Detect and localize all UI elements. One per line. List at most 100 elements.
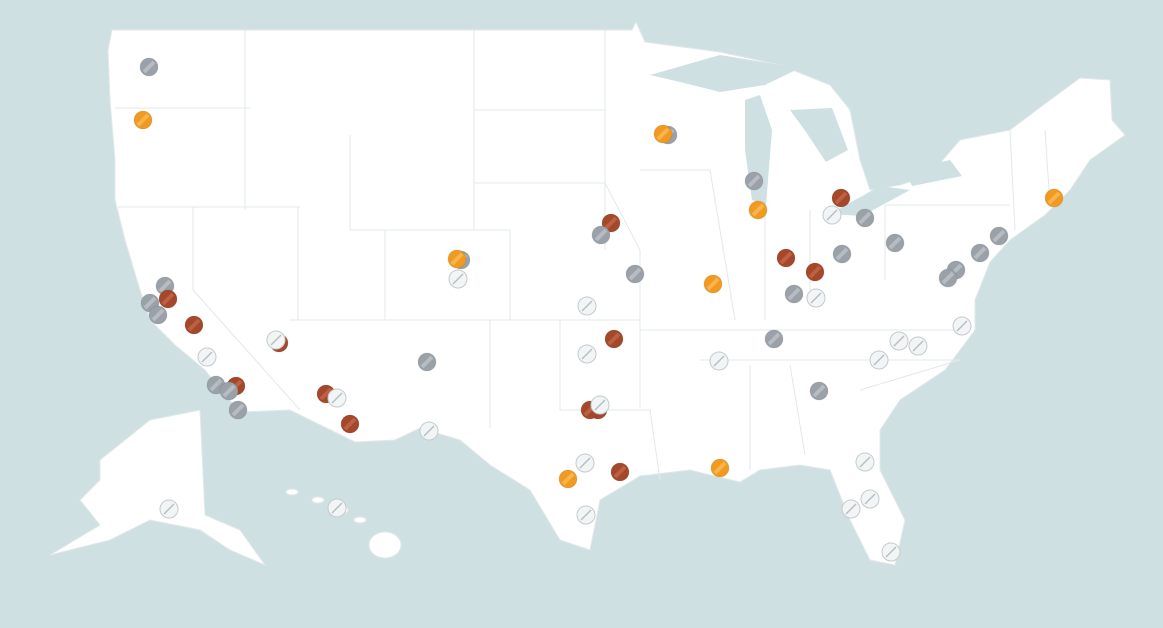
location-marker[interactable] <box>419 421 439 441</box>
marker-stripe <box>187 318 201 332</box>
location-marker[interactable] <box>938 268 958 288</box>
location-marker[interactable] <box>908 336 928 356</box>
location-marker[interactable] <box>776 248 796 268</box>
marker-stripe <box>834 191 848 205</box>
location-marker[interactable] <box>952 316 972 336</box>
marker-stripe <box>420 355 434 369</box>
location-marker[interactable] <box>577 296 597 316</box>
location-marker[interactable] <box>266 330 286 350</box>
markers <box>133 57 1064 562</box>
location-marker[interactable] <box>447 249 467 269</box>
alaska <box>49 409 267 567</box>
marker-stripe <box>158 279 172 293</box>
location-marker[interactable] <box>889 331 909 351</box>
marker-stripe <box>812 384 826 398</box>
marker-stripe <box>161 292 175 306</box>
marker-stripe <box>452 273 464 285</box>
location-marker[interactable] <box>970 243 990 263</box>
location-marker[interactable] <box>822 205 842 225</box>
location-marker[interactable] <box>653 124 673 144</box>
marker-stripe <box>826 209 838 221</box>
location-marker[interactable] <box>855 452 875 472</box>
marker-stripe <box>808 265 822 279</box>
location-marker[interactable] <box>709 351 729 371</box>
marker-stripe <box>1047 191 1061 205</box>
location-marker[interactable] <box>748 200 768 220</box>
location-marker[interactable] <box>158 289 178 309</box>
location-marker[interactable] <box>576 505 596 525</box>
location-marker[interactable] <box>219 381 239 401</box>
location-marker[interactable] <box>625 264 645 284</box>
location-marker[interactable] <box>448 269 468 289</box>
marker-stripe <box>201 351 213 363</box>
marker-stripe <box>893 335 905 347</box>
location-marker[interactable] <box>197 347 217 367</box>
marker-stripe <box>859 456 871 468</box>
great-lakes <box>650 55 962 216</box>
location-marker[interactable] <box>133 110 153 130</box>
marker-stripe <box>231 403 245 417</box>
marker-stripe <box>767 332 781 346</box>
location-marker[interactable] <box>590 395 610 415</box>
location-marker[interactable] <box>869 350 889 370</box>
location-marker[interactable] <box>184 315 204 335</box>
location-marker[interactable] <box>881 542 901 562</box>
marker-stripe <box>706 277 720 291</box>
location-marker[interactable] <box>989 226 1009 246</box>
marker-stripe <box>136 113 150 127</box>
location-marker[interactable] <box>591 225 611 245</box>
location-marker[interactable] <box>805 262 825 282</box>
marker-stripe <box>580 509 592 521</box>
location-marker[interactable] <box>744 171 764 191</box>
marker-stripe <box>579 457 591 469</box>
marker-stripe <box>331 502 343 514</box>
location-marker[interactable] <box>784 284 804 304</box>
marker-stripe <box>713 461 727 475</box>
marker-stripe <box>751 203 765 217</box>
location-marker[interactable] <box>841 499 861 519</box>
location-marker[interactable] <box>764 329 784 349</box>
location-marker[interactable] <box>604 329 624 349</box>
marker-stripe <box>779 251 793 265</box>
marker-stripe <box>561 472 575 486</box>
location-marker[interactable] <box>710 458 730 478</box>
location-marker[interactable] <box>417 352 437 372</box>
location-marker[interactable] <box>327 388 347 408</box>
location-marker[interactable] <box>327 498 347 518</box>
location-marker[interactable] <box>860 489 880 509</box>
marker-stripe <box>956 320 968 332</box>
location-marker[interactable] <box>577 344 597 364</box>
marker-stripe <box>581 300 593 312</box>
marker-stripe <box>858 211 872 225</box>
location-marker[interactable] <box>148 305 168 325</box>
marker-stripe <box>941 271 955 285</box>
marker-stripe <box>613 465 627 479</box>
location-marker[interactable] <box>139 57 159 77</box>
location-marker[interactable] <box>885 233 905 253</box>
location-marker[interactable] <box>340 414 360 434</box>
marker-stripe <box>331 392 343 404</box>
location-marker[interactable] <box>575 453 595 473</box>
location-marker[interactable] <box>228 400 248 420</box>
location-marker[interactable] <box>159 499 179 519</box>
marker-stripe <box>270 334 282 346</box>
location-marker[interactable] <box>809 381 829 401</box>
location-marker[interactable] <box>832 244 852 264</box>
location-marker[interactable] <box>703 274 723 294</box>
location-marker[interactable] <box>806 288 826 308</box>
state-lines <box>115 30 1051 481</box>
location-marker[interactable] <box>558 469 578 489</box>
location-marker[interactable] <box>610 462 630 482</box>
marker-stripe <box>628 267 642 281</box>
location-marker[interactable] <box>831 188 851 208</box>
marker-stripe <box>845 503 857 515</box>
location-marker[interactable] <box>601 213 621 233</box>
marker-stripe <box>594 228 608 242</box>
location-marker[interactable] <box>855 208 875 228</box>
location-marker[interactable] <box>1044 188 1064 208</box>
marker-stripe <box>423 425 435 437</box>
marker-stripe <box>209 378 223 392</box>
marker-stripe <box>787 287 801 301</box>
marker-stripe <box>864 493 876 505</box>
marker-stripe <box>885 546 897 558</box>
